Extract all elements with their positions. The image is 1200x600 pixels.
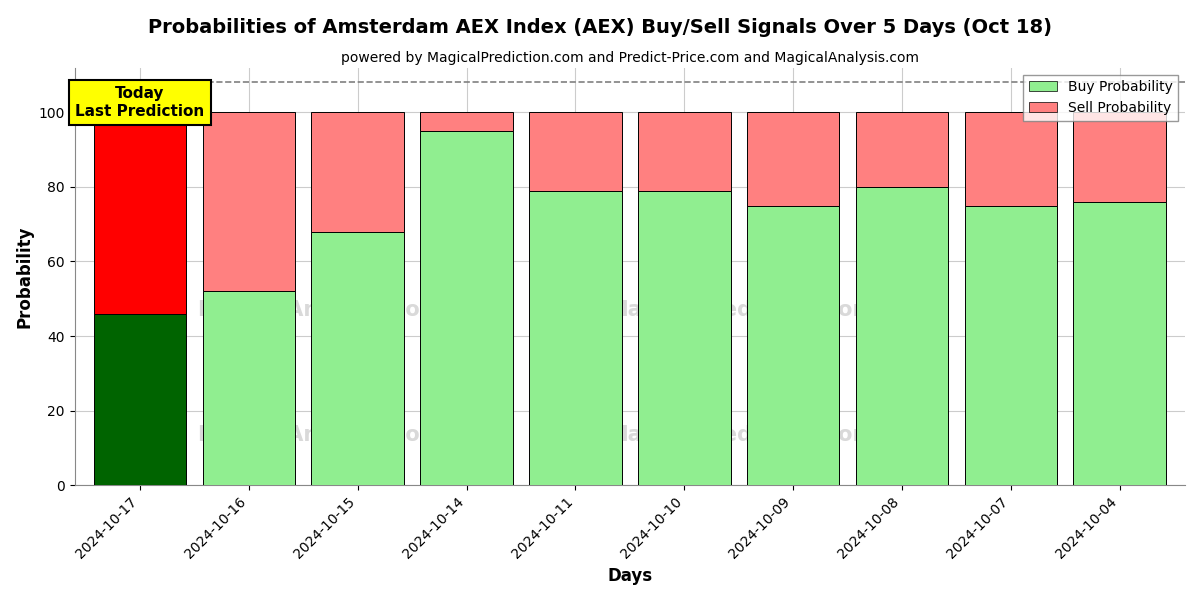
Bar: [856, 112, 948, 187]
Bar: [1074, 202, 1166, 485]
Bar: [312, 112, 404, 232]
Bar: [203, 112, 295, 291]
Bar: [529, 191, 622, 485]
Text: Probabilities of Amsterdam AEX Index (AEX) Buy/Sell Signals Over 5 Days (Oct 18): Probabilities of Amsterdam AEX Index (AE…: [148, 18, 1052, 37]
Bar: [420, 112, 512, 131]
Text: MagicalAnalysis.com: MagicalAnalysis.com: [197, 300, 442, 320]
Bar: [94, 112, 186, 314]
Bar: [312, 232, 404, 485]
Bar: [94, 314, 186, 485]
Text: MagicalPrediction.com: MagicalPrediction.com: [607, 300, 875, 320]
Bar: [856, 187, 948, 485]
Legend: Buy Probability, Sell Probability: Buy Probability, Sell Probability: [1024, 74, 1178, 121]
Bar: [203, 291, 295, 485]
Bar: [746, 206, 839, 485]
Title: powered by MagicalPrediction.com and Predict-Price.com and MagicalAnalysis.com: powered by MagicalPrediction.com and Pre…: [341, 51, 919, 65]
Text: MagicalAnalysis.com: MagicalAnalysis.com: [197, 425, 442, 445]
X-axis label: Days: Days: [607, 567, 653, 585]
Text: MagicalPrediction.com: MagicalPrediction.com: [607, 425, 875, 445]
Y-axis label: Probability: Probability: [16, 225, 34, 328]
Text: Today
Last Prediction: Today Last Prediction: [76, 86, 204, 119]
Bar: [1074, 112, 1166, 202]
Bar: [638, 112, 731, 191]
Bar: [965, 206, 1057, 485]
Bar: [529, 112, 622, 191]
Bar: [638, 191, 731, 485]
Bar: [965, 112, 1057, 206]
Bar: [746, 112, 839, 206]
Bar: [420, 131, 512, 485]
